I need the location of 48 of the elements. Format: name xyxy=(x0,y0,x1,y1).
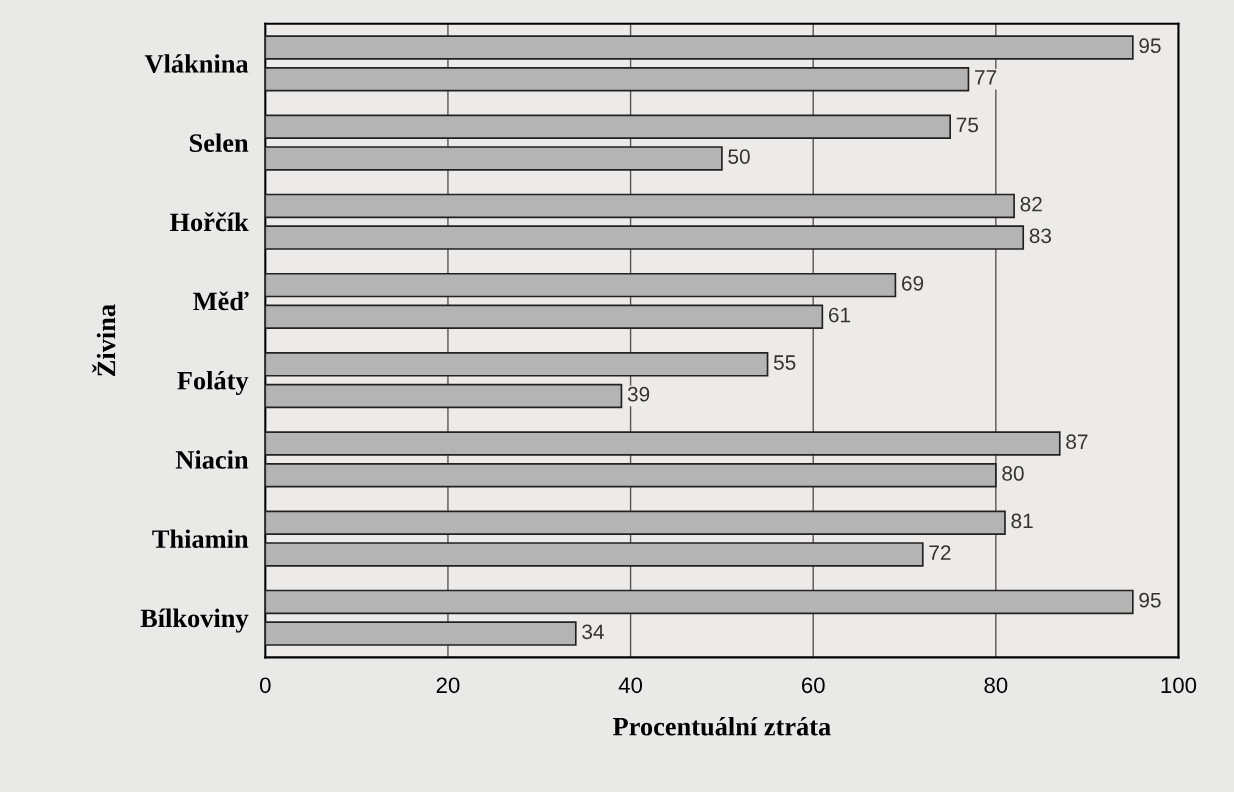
data-label: 50 xyxy=(728,149,750,164)
y-tick-label: Měď xyxy=(193,291,249,311)
bar xyxy=(265,621,577,646)
x-tick-label: 0 xyxy=(260,677,271,694)
x-axis-title: Procentuální ztráta xyxy=(613,716,831,736)
data-label: 81 xyxy=(1011,513,1033,529)
bar xyxy=(265,462,997,488)
data-label: 80 xyxy=(1002,466,1024,481)
bar xyxy=(265,225,1025,250)
bar xyxy=(265,193,1015,219)
y-tick-label: Selen xyxy=(189,133,249,152)
data-label: 95 xyxy=(1139,592,1161,608)
bar xyxy=(265,589,1134,615)
x-tick-label: 20 xyxy=(436,677,460,694)
data-label: 82 xyxy=(1020,196,1042,212)
data-label: 95 xyxy=(1139,38,1161,54)
y-tick-label: Niacin xyxy=(175,450,249,469)
y-tick-label: Foláty xyxy=(177,370,249,396)
y-tick-label: Vláknina xyxy=(144,54,249,73)
data-label: 77 xyxy=(975,70,997,85)
y-tick-label: Bílkoviny xyxy=(140,608,249,633)
data-label: 69 xyxy=(902,275,924,291)
data-label: 75 xyxy=(956,117,979,133)
bar xyxy=(265,304,824,330)
data-label: 83 xyxy=(1029,228,1052,244)
x-tick-label: 60 xyxy=(801,677,825,694)
bar xyxy=(265,431,1061,456)
x-tick-label: 40 xyxy=(618,677,643,694)
bar xyxy=(265,383,623,409)
data-label: 34 xyxy=(582,624,604,640)
data-label: 72 xyxy=(929,545,951,560)
bar xyxy=(265,114,952,139)
data-label: 55 xyxy=(773,355,796,370)
data-label: 39 xyxy=(627,386,650,402)
bar xyxy=(265,272,897,298)
bar xyxy=(265,66,970,92)
y-tick-label: Thiamin xyxy=(152,529,249,548)
bar xyxy=(265,146,723,171)
bar xyxy=(265,352,769,377)
data-label: 61 xyxy=(828,307,851,323)
x-tick-label: 100 xyxy=(1161,677,1197,694)
y-axis-title: Živina xyxy=(92,304,116,376)
bar xyxy=(265,510,1006,535)
x-tick-label: 80 xyxy=(984,677,1008,694)
y-tick-label: Hořčík xyxy=(169,212,249,232)
data-label: 87 xyxy=(1066,434,1088,450)
bar xyxy=(265,35,1134,60)
bar xyxy=(265,542,924,567)
